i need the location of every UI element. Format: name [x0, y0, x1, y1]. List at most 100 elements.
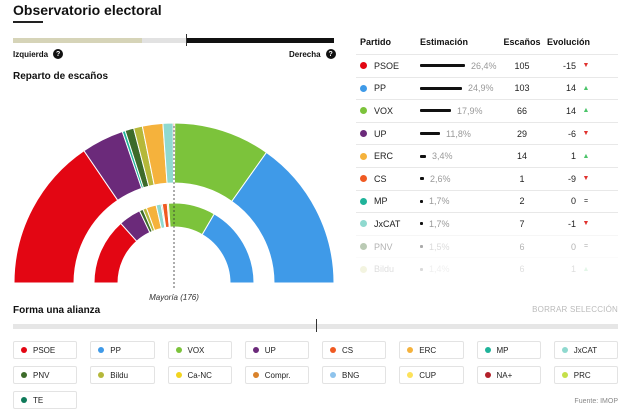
chip-color-dot	[252, 347, 259, 353]
estimate-cell: 1,7%	[420, 196, 500, 206]
party-name: Bildu	[374, 264, 395, 275]
chip-color-dot	[21, 347, 27, 353]
table-row[interactable]: PNV 1,5% 6 0 =	[356, 234, 618, 258]
party-color-dot	[360, 62, 367, 70]
estimate-cell: 11,8%	[420, 129, 500, 139]
party-cell: Bildu	[356, 264, 420, 274]
chip-label: PP	[110, 345, 121, 355]
chip-color-dot	[252, 372, 259, 378]
alliance-chip-psoe[interactable]: PSOE	[13, 341, 78, 359]
alliance-chip-prc[interactable]: PRC	[553, 366, 618, 384]
alliance-chip-erc[interactable]: ERC	[399, 341, 464, 359]
alliance-chip-bng[interactable]: BNG	[322, 366, 387, 384]
estimate-value: 26,4%	[471, 60, 497, 71]
chip-label: UP	[264, 345, 276, 355]
chip-label: Compr.	[264, 370, 291, 380]
alliance-chip-bildu[interactable]: Bildu	[90, 366, 155, 384]
alliance-chip-mp[interactable]: MP	[476, 341, 541, 359]
party-color-dot	[360, 152, 367, 160]
alliance-chip-vox[interactable]: VOX	[167, 341, 232, 359]
party-color-dot	[360, 243, 367, 251]
estimate-value: 1,7%	[429, 218, 450, 229]
alliance-chip-cup[interactable]: CUP	[399, 366, 464, 384]
help-icon[interactable]: ?	[53, 49, 64, 59]
ideology-left-segment	[13, 38, 142, 43]
alliance-chip-jxcat[interactable]: JxCAT	[553, 341, 618, 359]
party-color-dot	[360, 130, 367, 138]
table-row[interactable]: UP 11,8% 29 -6 ▼	[356, 121, 618, 145]
alliance-chip-te[interactable]: TE	[13, 391, 78, 409]
evolution-cell: -6 ▼	[544, 129, 590, 139]
party-name: ERC	[374, 151, 394, 162]
alliance-title: Forma una alianza	[13, 305, 101, 316]
table-body: PSOE 26,4% 105 -15 ▼ PP 24,9% 103 14 ▲ V…	[356, 54, 618, 280]
chip-label: Ca-NC	[187, 370, 212, 380]
evolution-value: 0	[570, 241, 576, 252]
alliance-chip-cs[interactable]: CS	[322, 341, 387, 359]
chip-color-dot	[175, 347, 182, 353]
inner-arc-pp[interactable]	[201, 213, 255, 284]
estimate-bar	[420, 109, 451, 113]
chip-label: PRC	[573, 370, 591, 380]
alliance-chip-compr[interactable]: Compr.	[244, 366, 309, 384]
ideology-right-segment	[187, 38, 334, 43]
party-cell: PSOE	[356, 61, 420, 71]
table-row[interactable]: MP 1,7% 2 0 =	[356, 189, 618, 213]
party-color-dot	[360, 220, 367, 228]
ideology-right-text: Derecha	[289, 49, 321, 59]
estimate-cell: 17,9%	[420, 106, 500, 116]
alliance-party-chips: PSOE PP VOX UP CS ERC MP JxCAT PNV Bildu…	[13, 341, 618, 409]
results-table: Partido Estimación Escaños Evolución PSO…	[356, 30, 618, 280]
chip-label: BNG	[342, 370, 360, 380]
ideology-slider[interactable]	[13, 34, 334, 46]
chip-label: PNV	[33, 370, 50, 380]
estimate-bar	[420, 222, 423, 226]
chip-color-dot	[407, 372, 414, 378]
seats-cell: 103	[514, 83, 530, 94]
chip-color-dot	[330, 372, 336, 378]
alliance-chip-na[interactable]: NA+	[476, 366, 541, 384]
table-row[interactable]: VOX 17,9% 66 14 ▲	[356, 99, 618, 122]
trend-up-icon: ▲	[582, 84, 590, 92]
table-row[interactable]: PP 24,9% 103 14 ▲	[356, 76, 618, 100]
alliance-chip-pp[interactable]: PP	[90, 341, 155, 359]
evolution-cell: -15 ▼	[544, 61, 590, 71]
alliance-majority-marker	[316, 319, 317, 332]
party-cell: VOX	[356, 106, 420, 116]
estimate-bar	[420, 64, 465, 68]
chip-label: JxCAT	[573, 345, 598, 355]
clear-selection-button[interactable]: BORRAR SELECCIÓN	[532, 305, 618, 314]
alliance-chip-pnv[interactable]: PNV	[13, 366, 78, 384]
party-name: VOX	[374, 105, 394, 116]
seats-cell: 6	[519, 264, 525, 275]
table-row[interactable]: ERC 3,4% 14 1 ▲	[356, 144, 618, 167]
trend-up-icon: ▲	[582, 152, 590, 160]
seats-cell: 2	[519, 196, 525, 207]
estimate-cell: 1,7%	[420, 219, 500, 229]
party-cell: JxCAT	[356, 219, 420, 229]
evolution-value: -1	[567, 218, 576, 229]
trend-up-icon: ▲	[582, 265, 590, 273]
estimate-value: 1,5%	[429, 241, 450, 252]
table-row[interactable]: JxCAT 1,7% 7 -1 ▼	[356, 212, 618, 235]
evolution-value: -15	[562, 60, 576, 71]
chip-label: ERC	[419, 345, 437, 355]
table-row[interactable]: Bildu 1,4% 6 1 ▲	[356, 257, 618, 280]
party-color-dot	[360, 197, 367, 205]
help-icon[interactable]: ?	[325, 49, 336, 59]
page-title: Observatorio electoral	[13, 2, 162, 18]
header-seats: Escaños	[503, 37, 541, 47]
chip-label: Bildu	[110, 370, 129, 380]
ideology-marker[interactable]	[186, 34, 187, 46]
table-row[interactable]: CS 2,6% 1 -9 ▼	[356, 166, 618, 190]
chip-color-dot	[561, 347, 568, 353]
party-name: MP	[374, 196, 388, 207]
table-row[interactable]: PSOE 26,4% 105 -15 ▼	[356, 54, 618, 77]
outer-arc-pp[interactable]	[231, 151, 335, 284]
alliance-chip-ca-nc[interactable]: Ca-NC	[167, 366, 232, 384]
estimate-cell: 26,4%	[420, 61, 500, 71]
seats-cell: 1	[519, 173, 525, 184]
estimate-bar	[420, 154, 426, 158]
estimate-bar	[420, 267, 423, 271]
alliance-chip-up[interactable]: UP	[244, 341, 309, 359]
